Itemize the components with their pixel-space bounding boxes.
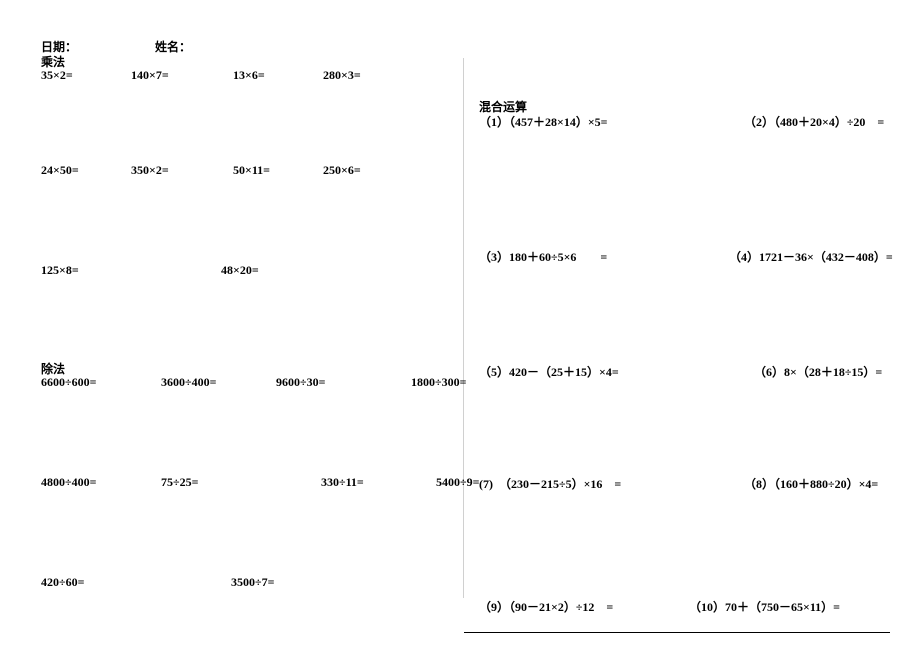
- worksheet-page: 日期： 姓名： 乘法 35×2= 140×7= 13×6= 280×3= 24×…: [0, 0, 920, 651]
- mixed-problem-4: （4）1721－36×（432－408）=: [729, 248, 893, 265]
- div-problem: 330÷11=: [321, 475, 364, 490]
- mixed-problem-7: (7) （230－215÷5）×16 =: [479, 475, 621, 492]
- mult-problem: 35×2=: [41, 68, 73, 83]
- mixed-problem-5: （5）420－（25＋15）×4=: [479, 363, 619, 380]
- mixed-problem-6: （6）8×（28＋18÷15）=: [754, 363, 882, 380]
- div-problem: 9600÷30=: [276, 375, 325, 390]
- footer-rule: [464, 632, 890, 633]
- right-column: 混合运算 （1）（457＋28×14）×5= （2）（480＋20×4）÷20 …: [464, 38, 900, 651]
- mult-problem: 24×50=: [41, 163, 79, 178]
- div-problem: 1800÷300=: [411, 375, 466, 390]
- div-problem: 4800÷400=: [41, 475, 96, 490]
- mult-problem: 50×11=: [233, 163, 270, 178]
- div-problem: 420÷60=: [41, 575, 84, 590]
- mult-problem: 140×7=: [131, 68, 169, 83]
- mult-problem: 48×20=: [221, 263, 259, 278]
- div-problem: 3600÷400=: [161, 375, 216, 390]
- name-label: 姓名：: [155, 38, 191, 55]
- mixed-problem-3: （3）180＋60÷5×6 =: [479, 248, 607, 265]
- mixed-problem-1: （1）（457＋28×14）×5=: [479, 113, 608, 130]
- mult-problem: 13×6=: [233, 68, 265, 83]
- mult-problem: 280×3=: [323, 68, 361, 83]
- mult-problem: 350×2=: [131, 163, 169, 178]
- mixed-problem-2: （2）（480＋20×4）÷20 =: [744, 113, 884, 130]
- div-problem: 6600÷600=: [41, 375, 96, 390]
- mixed-problem-10: （10）70＋（750－65×11）=: [689, 598, 840, 615]
- mixed-problem-9: （9）（90－21×2）÷12 =: [479, 598, 613, 615]
- mult-problem: 125×8=: [41, 263, 79, 278]
- mult-problem: 250×6=: [323, 163, 361, 178]
- div-problem: 75÷25=: [161, 475, 198, 490]
- left-column: 日期： 姓名： 乘法 35×2= 140×7= 13×6= 280×3= 24×…: [41, 38, 463, 651]
- mixed-problem-8: （8）（160＋880÷20）×4=: [744, 475, 878, 492]
- div-problem: 3500÷7=: [231, 575, 274, 590]
